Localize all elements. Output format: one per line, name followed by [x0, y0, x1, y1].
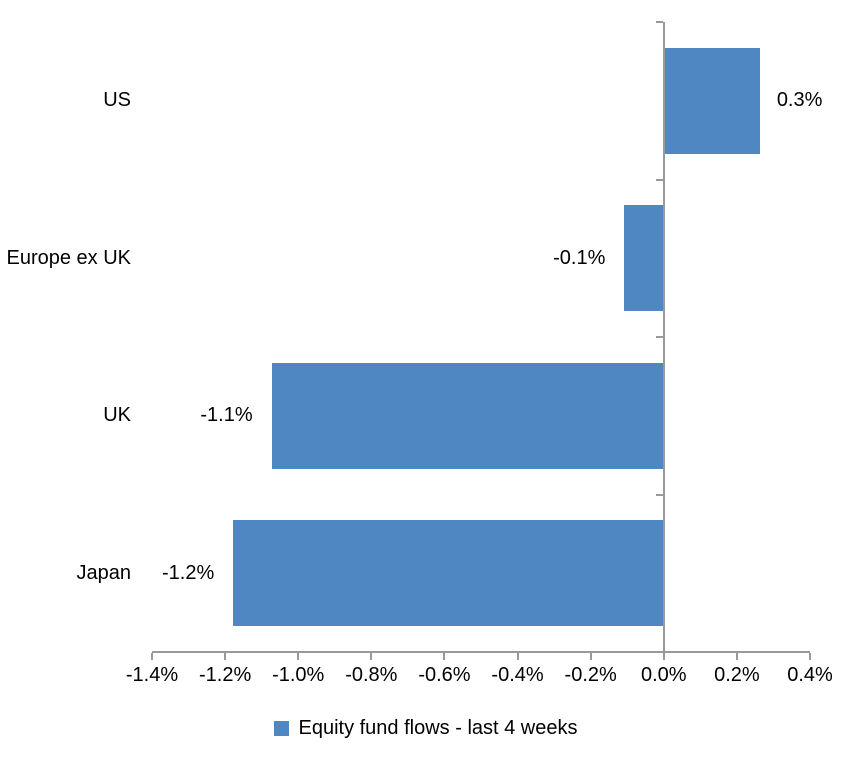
x-tick: [297, 653, 300, 660]
legend-label: Equity fund flows - last 4 weeks: [298, 716, 578, 739]
x-tick-label: -0.6%: [418, 664, 471, 686]
category-tick: [655, 21, 663, 23]
category-label-us: US: [103, 89, 131, 112]
x-tick: [589, 653, 592, 660]
x-tick-label: 0.0%: [640, 664, 687, 686]
x-tick: [735, 653, 738, 660]
bar-japan: [233, 520, 663, 627]
x-tick-label: -1.2%: [198, 664, 252, 686]
category-label-europe-ex-uk: Europe ex UK: [6, 246, 131, 269]
bar-uk: [271, 362, 663, 469]
x-tick-label: 0.4%: [787, 664, 833, 686]
x-tick-label: -0.8%: [345, 664, 398, 686]
bar-europe-ex-uk: [624, 205, 663, 312]
x-tick-label: -1.0%: [272, 664, 325, 686]
category-axis-line: [662, 22, 665, 652]
legend: Equity fund flows - last 4 weeks: [0, 712, 852, 744]
x-tick: [224, 653, 227, 660]
x-tick-label: 0.2%: [714, 664, 760, 686]
x-tick-label: -1.4%: [125, 664, 179, 686]
x-tick-label: -0.2%: [564, 664, 617, 686]
category-tick: [655, 178, 663, 181]
category-label-uk: UK: [103, 404, 131, 427]
legend-swatch-icon: [274, 720, 290, 736]
x-tick: [443, 653, 446, 660]
value-label-uk: -1.1%: [200, 404, 253, 427]
bar-us: [664, 47, 760, 154]
value-label-us: 0.3%: [776, 89, 823, 112]
x-tick: [370, 653, 373, 660]
x-tick-label: -0.4%: [491, 664, 544, 686]
category-tick: [655, 493, 663, 496]
category-tick: [655, 336, 663, 338]
category-label-japan: Japan: [76, 561, 132, 584]
x-tick: [662, 653, 665, 660]
value-label-europe-ex-uk: -0.1%: [553, 246, 606, 269]
x-tick: [151, 653, 153, 660]
x-tick: [516, 653, 519, 660]
value-label-japan: -1.2%: [162, 561, 215, 584]
x-tick: [809, 653, 811, 660]
value-axis-line: [152, 651, 810, 653]
